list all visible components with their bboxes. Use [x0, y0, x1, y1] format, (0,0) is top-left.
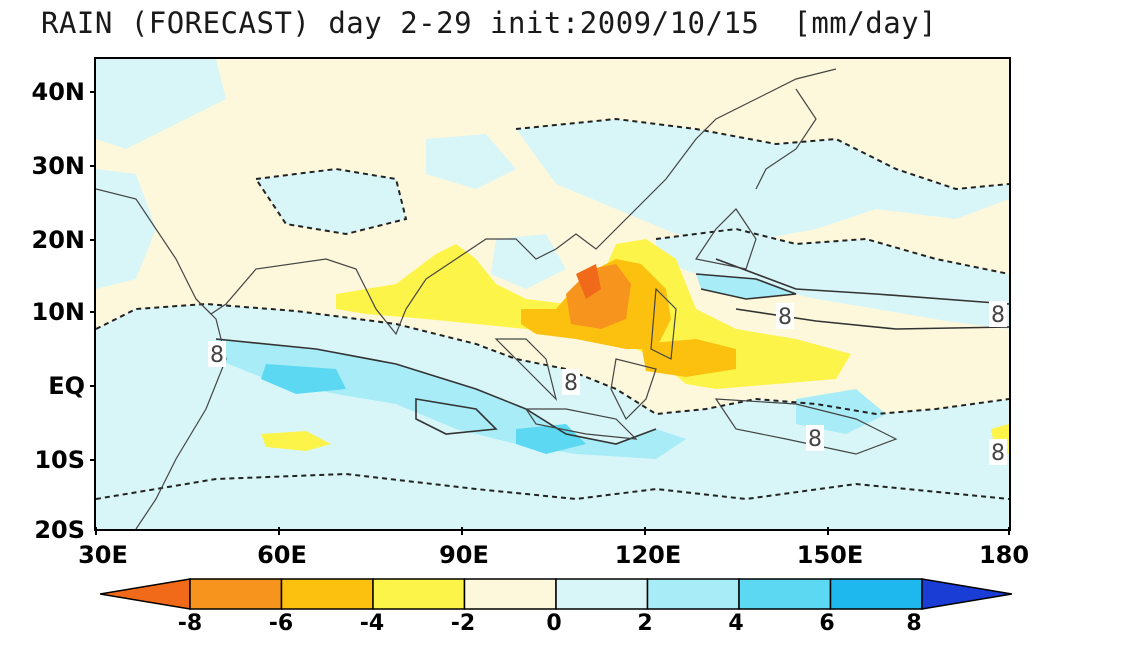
- anomaly-region: [96, 169, 156, 289]
- contour-label: 8: [778, 305, 792, 330]
- lon-label-120e: 120E: [614, 541, 682, 569]
- coastline: [714, 398, 898, 455]
- rainfall-map: 8 8 8 8 8 8: [94, 57, 1011, 531]
- lat-label-10s: 10S: [34, 446, 85, 474]
- lon-tick: [95, 527, 97, 535]
- zero-contour: [254, 167, 408, 236]
- colorbar-arrow-high: [921, 578, 1012, 610]
- lon-tick: [1008, 527, 1010, 535]
- anomaly-region: [641, 339, 736, 377]
- coastline: [494, 338, 558, 401]
- lat-label-eq: EQ: [48, 372, 85, 400]
- colorbar-label: -4: [359, 611, 385, 636]
- anomaly-region: [261, 431, 331, 451]
- zero-contour: [96, 472, 1009, 501]
- anomaly-region: [256, 169, 406, 234]
- anomaly-region: [576, 264, 601, 299]
- coastline: [610, 358, 657, 421]
- anomaly-region: [566, 264, 631, 329]
- colorbar-label: -8: [177, 611, 203, 636]
- colorbar-swatch: [738, 578, 832, 610]
- coastline: [695, 208, 757, 270]
- anomaly-region: [656, 229, 1009, 329]
- anomaly-region: [96, 59, 226, 149]
- colorbar-swatch: [372, 578, 466, 610]
- map-canvas: 8 8 8 8 8 8: [96, 59, 1009, 529]
- colorbar-label: -6: [268, 611, 294, 636]
- anomaly-region: [491, 234, 566, 289]
- colorbar-swatch: [829, 578, 923, 610]
- coastline: [96, 68, 837, 336]
- contour-label: 8: [991, 441, 1005, 466]
- colorbar-arrow-low: [100, 578, 191, 610]
- lon-label-90e: 90E: [439, 541, 489, 569]
- colorbar-label: 6: [819, 611, 835, 636]
- lon-tick: [278, 527, 280, 535]
- coastline: [135, 298, 227, 529]
- lat-label-10n: 10N: [31, 298, 85, 326]
- solid-contour: [695, 273, 797, 300]
- colorbar-swatch: [555, 578, 649, 610]
- coastline: [650, 287, 677, 360]
- coastline: [755, 88, 817, 190]
- contour-label: 8: [991, 303, 1005, 328]
- coastline: [524, 408, 638, 440]
- lat-label-40n: 40N: [31, 78, 85, 106]
- colorbar: [100, 578, 1012, 610]
- lon-tick: [461, 527, 463, 535]
- contour-label: 8: [210, 343, 224, 368]
- colorbar-label: 8: [906, 611, 922, 636]
- colorbar-label: 0: [546, 611, 562, 636]
- lon-label-150e: 150E: [796, 541, 864, 569]
- anomaly-region: [261, 364, 346, 394]
- solid-contour: [715, 258, 1009, 305]
- lon-tick: [644, 527, 646, 535]
- lon-tick: [827, 527, 829, 535]
- lon-label-180: 180: [978, 541, 1030, 569]
- lat-label-20n: 20N: [31, 226, 85, 254]
- contour-label: 8: [564, 371, 578, 396]
- solid-contour: [415, 398, 498, 435]
- lon-label-60e: 60E: [257, 541, 307, 569]
- colorbar-swatch: [463, 578, 557, 610]
- zero-contour: [96, 302, 1009, 416]
- anomaly-region: [516, 119, 1009, 244]
- colorbar-label: -2: [450, 611, 476, 636]
- contour-label: 8: [808, 427, 822, 452]
- colorbar-label: 2: [637, 611, 653, 636]
- solid-contour: [215, 338, 657, 445]
- lat-label-30n: 30N: [31, 152, 85, 180]
- lon-label-30e: 30E: [78, 541, 128, 569]
- anomaly-region: [426, 134, 516, 189]
- colorbar-swatch: [189, 578, 283, 610]
- lat-label-20s: 20S: [34, 516, 85, 544]
- colorbar-label: 4: [728, 611, 744, 636]
- colorbar-swatch: [646, 578, 740, 610]
- zero-contour: [655, 227, 1009, 275]
- anomaly-region: [516, 424, 586, 454]
- colorbar-swatch: [280, 578, 374, 610]
- map-title: RAIN (FORECAST) day 2-29 init:2009/10/15…: [41, 6, 937, 40]
- title-text: RAIN (FORECAST) day 2-29 init:2009/10/15: [41, 6, 760, 40]
- title-units: [mm/day]: [793, 6, 938, 40]
- zero-contour: [515, 117, 1009, 191]
